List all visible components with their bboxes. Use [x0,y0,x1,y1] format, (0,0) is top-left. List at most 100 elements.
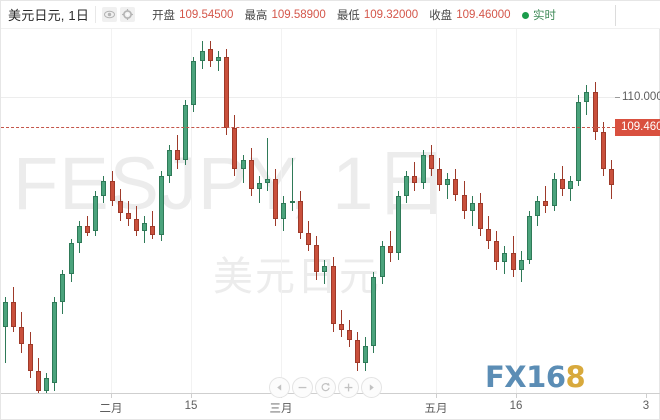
time-tick [191,394,192,398]
time-tick [436,394,437,398]
candle-body [363,346,368,363]
candle-body [339,324,344,331]
time-axis-label: 15 [184,400,198,412]
candle-body [19,327,24,345]
candle-body [584,91,589,102]
open-label: 开盘 [152,9,176,22]
candle-wick [267,138,268,191]
candle-body [175,150,180,161]
candle-wick [5,296,6,363]
candle-wick [545,185,546,214]
candle-body [404,175,409,196]
vertical-gridline [436,29,437,393]
symbol-title: 美元日元, 1日 [8,8,90,23]
time-tick [516,394,517,398]
candle-body [208,49,213,62]
candle-body [216,57,221,62]
candle-body [437,168,442,185]
candle-body [134,219,139,232]
eye-icon[interactable] [102,7,118,22]
zoom-out-button[interactable] [292,377,313,398]
candle-body [429,155,434,169]
candle-body [355,340,360,363]
high-label: 最高 [244,9,268,22]
candle-body [257,182,262,189]
candle-body [380,246,385,277]
candle-body [593,91,598,133]
candle-body [462,194,467,211]
vertical-gridline [516,29,517,393]
candle-wick [259,175,260,203]
zoom-in-button[interactable] [338,377,359,398]
candle-body [371,276,376,347]
candle-wick [292,158,293,211]
candle-body [36,370,41,391]
reset-chart-button[interactable] [315,377,336,398]
candle-body [568,180,573,189]
candle-body [265,178,270,183]
candle-wick [152,211,153,240]
current-price-line [1,127,615,128]
gear-icon[interactable] [120,7,136,22]
candle-wick [324,259,325,284]
realtime-label: 实时 [533,10,556,22]
logo-gold-text: 8 [565,360,586,394]
pan-right-button[interactable] [361,377,382,398]
header-right-divider [615,5,616,26]
candle-body [241,160,246,169]
candlestick-plot-area[interactable]: FESJPY, 1日 美元日元 [1,29,615,393]
time-axis-label: 五月 [424,403,448,415]
price-gridline-label: 110.00000 [622,91,660,103]
horizontal-gridline [1,97,615,98]
low-value: 109.32000 [363,8,419,21]
candle-body [200,51,205,62]
time-axis-label: 16 [509,400,523,412]
candle-body [576,101,581,181]
time-tick [646,394,647,398]
candle-body [85,226,90,234]
current-price-badge[interactable]: 109.46000 [615,119,660,136]
candle-body [298,200,303,234]
candle-body [28,344,33,371]
pan-left-button[interactable] [269,377,290,398]
candle-body [77,226,82,244]
candle-body [421,155,426,183]
candle-body [290,200,295,203]
candle-body [159,175,164,236]
candle-body [322,265,327,272]
candle-body [314,245,319,272]
candle-body [93,195,98,232]
price-tick [615,97,620,98]
time-axis-label: 3 [642,400,650,412]
candle-body [126,213,131,220]
vertical-gridline [111,29,112,393]
candle-body [273,178,278,220]
watermark-name: 美元日元 [213,255,381,299]
candle-wick [218,51,219,72]
candle-body [478,202,483,230]
candle-body [412,175,417,183]
ohlc-readout: 开盘 109.54500 最高 109.58900 最低 109.32000 收… [152,7,522,23]
candle-body [191,61,196,105]
high-value: 109.58900 [271,8,326,21]
candle-body [331,265,336,325]
candle-body [224,57,229,129]
candle-wick [243,155,244,183]
candle-body [494,241,499,262]
candle-body [511,253,516,270]
candle-body [69,243,74,274]
candle-wick [341,310,342,338]
candle-body [396,195,401,254]
candle-wick [447,172,448,199]
candle-body [502,253,507,262]
price-scale[interactable]: 110.00000 109.46000 [615,29,660,393]
close-value: 109.46000 [456,8,511,21]
candle-wick [472,195,473,227]
vertical-gridline [191,29,192,393]
chart-header: 美元日元, 1日 开盘 109.54500 最高 [1,1,660,29]
candle-body [560,178,565,189]
candle-body [183,104,188,161]
candle-body [11,302,16,328]
candle-body [519,259,524,270]
